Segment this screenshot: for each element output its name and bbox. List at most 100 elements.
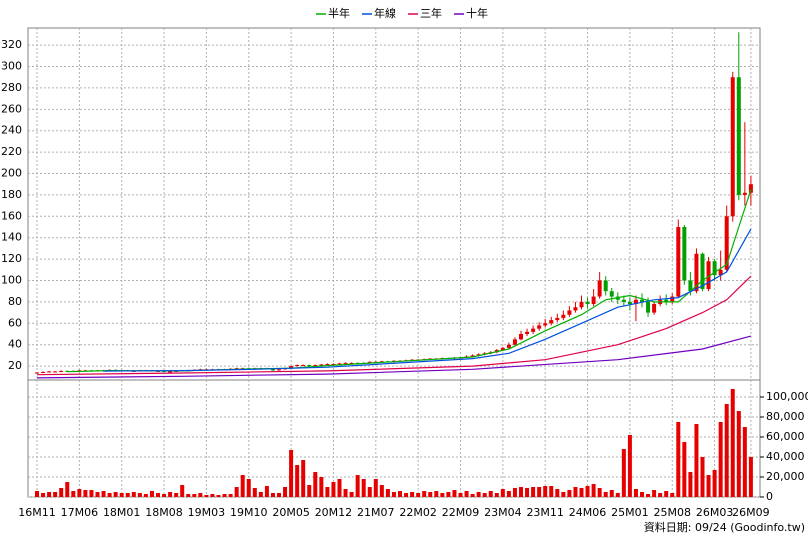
volume-bar (222, 494, 227, 497)
volume-bar (125, 493, 130, 497)
volume-bar (591, 484, 596, 497)
candle-body (295, 365, 300, 367)
volume-bar (543, 486, 548, 497)
legend-label: 三年 (420, 6, 442, 20)
volume-bar (404, 493, 409, 497)
y-tick-label: 300 (1, 60, 22, 73)
volume-bar (452, 490, 457, 497)
candle-body (700, 253, 705, 290)
volume-bar (35, 491, 39, 497)
volume-bar (361, 479, 366, 497)
volume-bar (53, 492, 58, 497)
candle-body (706, 261, 711, 290)
candle-body (277, 369, 281, 371)
volume-bar (295, 465, 300, 497)
candle-body (730, 77, 735, 217)
y2-tick-label: 40,000 (766, 450, 805, 463)
volume-bar (337, 479, 342, 497)
candle-body (718, 269, 723, 276)
volume-bar (500, 489, 505, 497)
volume-bar (555, 489, 560, 497)
volume-bar (531, 487, 536, 497)
candle-body (156, 370, 160, 372)
volume-bar (646, 494, 651, 497)
volume-bar (168, 492, 173, 497)
x-tick-label: 22M02 (399, 506, 437, 519)
volume-bar (627, 435, 632, 497)
volume-bar (373, 479, 378, 497)
legend-label: 半年 (328, 6, 350, 20)
volume-bar (742, 427, 747, 497)
candle-body (331, 363, 336, 365)
volume-bar (89, 490, 94, 497)
x-tick-label: 26M03 (696, 506, 734, 519)
candle-body (640, 299, 644, 302)
candle-body (676, 227, 681, 297)
volume-bar (537, 487, 542, 497)
y-tick-label: 40 (8, 338, 22, 351)
y-tick-label: 160 (1, 209, 22, 222)
volume-bar (573, 487, 578, 497)
y-tick-label: 140 (1, 231, 22, 244)
volume-bar (192, 494, 197, 497)
volume-bar (446, 492, 451, 497)
volume-bar (59, 488, 64, 497)
legend-label: 年線 (374, 6, 396, 20)
volume-bar (670, 493, 675, 497)
volume-bar (83, 490, 88, 497)
volume-bar (228, 494, 233, 497)
candle-body (712, 261, 717, 276)
volume-bar (307, 485, 312, 497)
y2-tick-label: 60,000 (766, 430, 805, 443)
y-tick-label: 100 (1, 273, 22, 286)
y-tick-label: 200 (1, 167, 22, 180)
volume-bar (410, 492, 415, 497)
candle-body (35, 372, 39, 374)
volume-bar (748, 457, 753, 497)
volume-bar (313, 472, 318, 497)
y-tick-label: 180 (1, 188, 22, 201)
volume-bar (391, 492, 396, 497)
volume-bar (210, 494, 215, 497)
candle-body (609, 291, 614, 297)
volume-bar (724, 404, 729, 497)
candle-body (512, 339, 517, 345)
candle-body (736, 77, 741, 195)
ma-line (36, 275, 752, 376)
candle-body (476, 354, 481, 356)
volume-bar (706, 475, 711, 497)
volume-bar (482, 493, 487, 497)
candle-body (561, 314, 566, 318)
volume-bar (718, 422, 723, 497)
volume-bar (525, 488, 530, 497)
volume-bar (264, 486, 269, 497)
candle-body (591, 296, 596, 305)
candle-body (742, 192, 747, 195)
volume-bar (567, 490, 572, 497)
volume-bar (240, 475, 245, 497)
candle-body (567, 310, 572, 315)
x-tick-label: 24M06 (569, 506, 607, 519)
candle-body (646, 301, 651, 313)
y-tick-label: 260 (1, 102, 22, 115)
volume-bar (252, 488, 257, 497)
volume-bar (494, 493, 499, 497)
volume-bar (198, 493, 203, 497)
x-tick-label: 23M04 (484, 506, 522, 519)
candle-body (319, 364, 324, 366)
volume-bar (609, 490, 614, 497)
volume-bar (736, 411, 741, 497)
candle-body (748, 184, 753, 193)
volume-bar (204, 495, 209, 497)
volume-bar (428, 492, 433, 497)
volume-bar (289, 450, 294, 497)
volume-bar (107, 493, 112, 497)
volume-bar (101, 491, 106, 497)
x-tick-label: 26M09 (732, 506, 770, 519)
volume-bar (379, 485, 384, 497)
volume-bar (730, 389, 735, 497)
plot-frame (27, 27, 761, 498)
candle-body (549, 320, 554, 324)
x-tick-label: 17M06 (61, 506, 99, 519)
volume-bar (416, 493, 421, 497)
